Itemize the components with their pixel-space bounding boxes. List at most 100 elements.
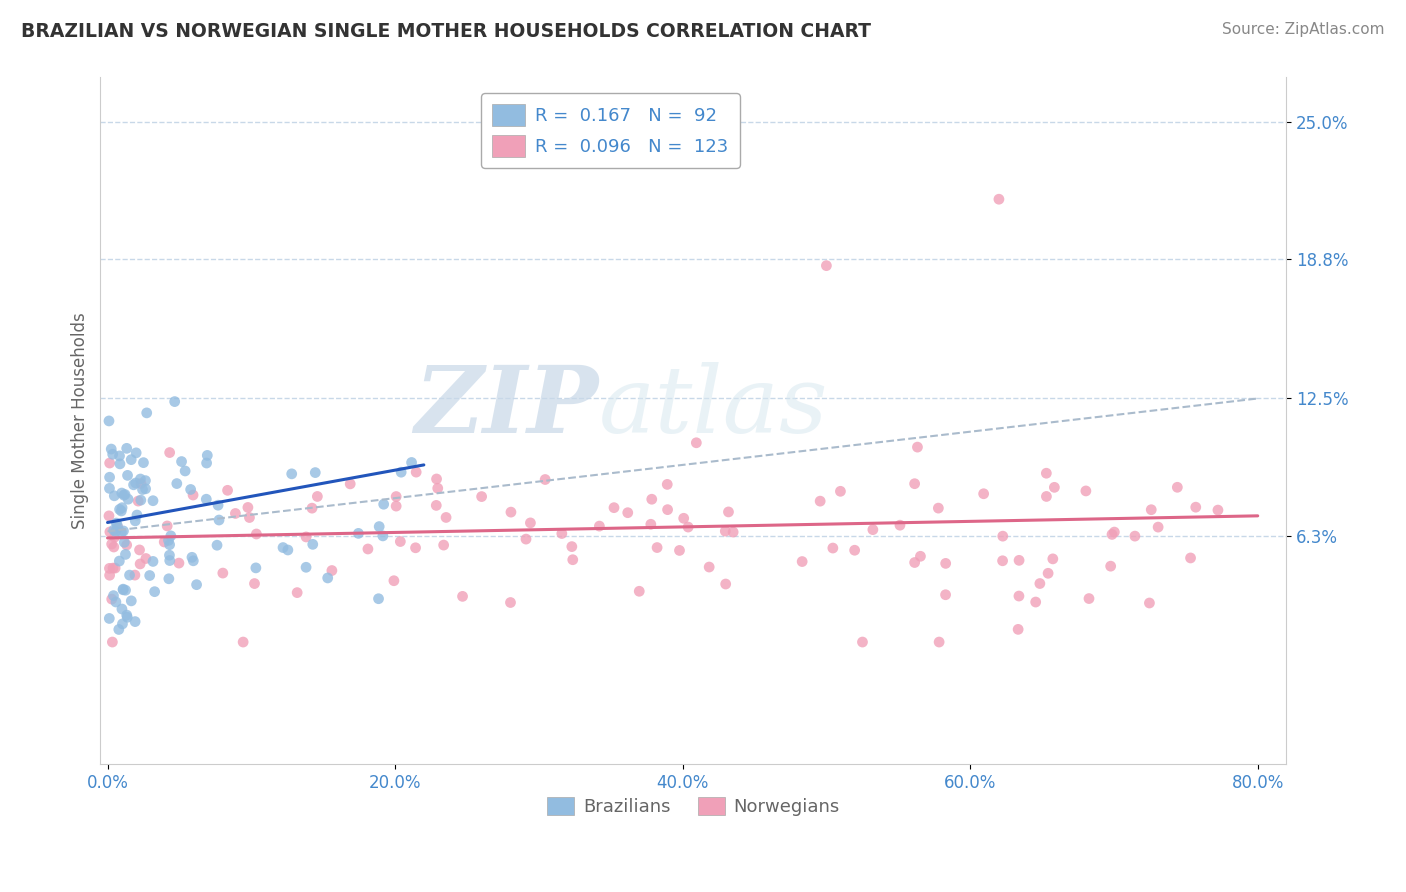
Point xyxy=(389,465,412,479)
Point xyxy=(104,595,127,609)
Point xyxy=(844,543,866,558)
Point xyxy=(98,470,121,484)
Point xyxy=(207,498,229,512)
Point xyxy=(717,505,740,519)
Point xyxy=(224,507,246,521)
Point xyxy=(124,514,146,528)
Point xyxy=(401,455,423,469)
Point xyxy=(928,635,950,649)
Point xyxy=(159,553,181,567)
Point xyxy=(101,561,124,575)
Point xyxy=(124,615,146,629)
Point xyxy=(640,517,662,532)
Point xyxy=(181,488,204,502)
Point xyxy=(991,554,1014,568)
Point xyxy=(385,490,408,504)
Point xyxy=(108,449,131,463)
Point xyxy=(124,568,146,582)
Point xyxy=(561,540,583,554)
Point xyxy=(405,465,427,479)
Point xyxy=(1180,551,1202,566)
Point xyxy=(105,518,128,533)
Point xyxy=(232,635,254,649)
Point xyxy=(217,483,239,498)
Point xyxy=(135,482,157,496)
Point xyxy=(382,574,405,588)
Point xyxy=(295,560,318,574)
Point xyxy=(301,501,323,516)
Point xyxy=(180,483,202,497)
Point xyxy=(122,477,145,491)
Point xyxy=(371,529,394,543)
Point xyxy=(129,557,152,571)
Point xyxy=(628,584,651,599)
Point xyxy=(100,442,122,456)
Point xyxy=(101,635,124,649)
Point xyxy=(672,511,695,525)
Point xyxy=(166,476,188,491)
Point xyxy=(125,446,148,460)
Point xyxy=(676,520,699,534)
Point xyxy=(685,435,707,450)
Point xyxy=(815,259,838,273)
Point xyxy=(111,500,134,515)
Point xyxy=(389,534,412,549)
Point xyxy=(101,447,124,461)
Point xyxy=(1036,566,1059,581)
Point xyxy=(991,529,1014,543)
Point xyxy=(98,611,121,625)
Point xyxy=(304,466,326,480)
Point xyxy=(112,582,135,596)
Point xyxy=(114,548,136,562)
Point xyxy=(125,475,148,490)
Point xyxy=(1042,552,1064,566)
Point xyxy=(433,538,456,552)
Point xyxy=(714,577,737,591)
Point xyxy=(153,535,176,549)
Point xyxy=(645,541,668,555)
Point xyxy=(127,494,149,508)
Point xyxy=(138,568,160,582)
Point xyxy=(280,467,302,481)
Point xyxy=(159,445,181,459)
Point xyxy=(208,513,231,527)
Point xyxy=(156,519,179,533)
Point xyxy=(910,549,932,564)
Point xyxy=(405,541,427,555)
Point xyxy=(271,541,294,555)
Point xyxy=(117,492,139,507)
Point xyxy=(889,518,911,533)
Point xyxy=(98,508,121,523)
Legend: Brazilians, Norwegians: Brazilians, Norwegians xyxy=(540,789,848,823)
Point xyxy=(987,192,1010,206)
Point xyxy=(98,568,121,582)
Point xyxy=(114,487,136,501)
Point xyxy=(195,456,218,470)
Point xyxy=(451,590,474,604)
Point xyxy=(347,526,370,541)
Point xyxy=(425,472,447,486)
Point xyxy=(534,473,557,487)
Point xyxy=(1008,589,1031,603)
Point xyxy=(245,561,267,575)
Point xyxy=(385,499,408,513)
Point xyxy=(107,521,129,535)
Point xyxy=(98,414,121,428)
Point xyxy=(792,555,814,569)
Point xyxy=(307,490,329,504)
Point xyxy=(1078,591,1101,606)
Point xyxy=(301,537,323,551)
Point xyxy=(129,476,152,491)
Point xyxy=(157,572,180,586)
Point xyxy=(186,577,208,591)
Point xyxy=(1043,480,1066,494)
Text: ZIP: ZIP xyxy=(415,362,599,452)
Point xyxy=(245,527,267,541)
Point xyxy=(111,602,134,616)
Point xyxy=(211,566,233,580)
Text: atlas: atlas xyxy=(599,362,828,452)
Point xyxy=(808,494,831,508)
Point xyxy=(134,474,156,488)
Point xyxy=(561,552,583,566)
Point xyxy=(357,541,380,556)
